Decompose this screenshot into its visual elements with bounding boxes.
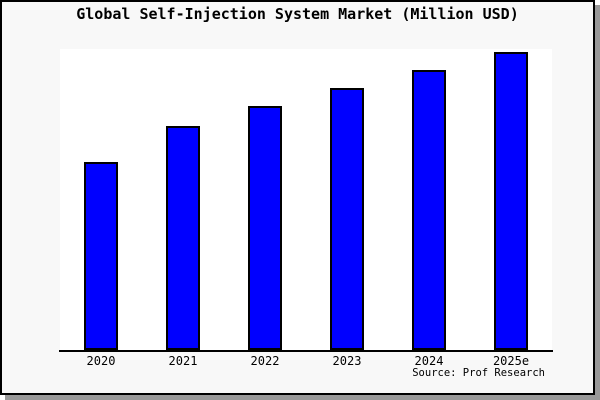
bar-2020: [84, 162, 118, 350]
bar-2023: [330, 88, 364, 350]
x-tick-label-2020: 2020: [86, 354, 116, 368]
x-axis-line: [59, 350, 553, 352]
x-tick-label-2024: 2024: [414, 354, 444, 368]
source-credit: Source: Prof Research: [412, 367, 545, 379]
bar-2024: [412, 70, 446, 350]
x-tick-label-2022: 2022: [250, 354, 280, 368]
bar-2022: [248, 106, 282, 350]
x-tick-label-2021: 2021: [168, 354, 198, 368]
x-tick-label-2025e: 2025e: [492, 354, 530, 368]
bar-2021: [166, 126, 200, 350]
chart-title: Global Self-Injection System Market (Mil…: [76, 5, 519, 23]
plot-area: [60, 49, 552, 350]
x-tick-label-2023: 2023: [332, 354, 362, 368]
bar-2025e: [494, 52, 528, 350]
